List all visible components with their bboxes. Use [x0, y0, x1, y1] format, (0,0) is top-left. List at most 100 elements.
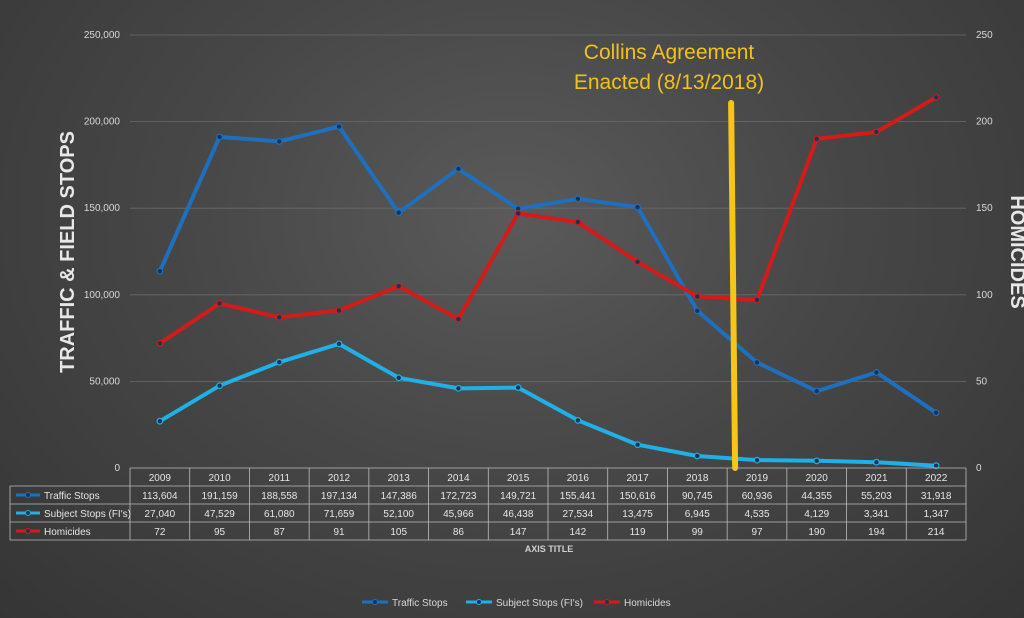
- data-point-homicides: [455, 315, 462, 323]
- data-point-homicides: [275, 313, 283, 321]
- table-row-header: Homicides: [44, 527, 91, 538]
- data-point-homicides: [574, 218, 582, 226]
- data-point-homicides: [932, 93, 940, 101]
- data-label: 55,203: [861, 491, 892, 502]
- category-label: 2019: [746, 473, 769, 484]
- category-label: 2021: [865, 473, 888, 484]
- data-label: 27,534: [563, 509, 594, 520]
- series-markers: [156, 93, 940, 470]
- left-tick-label: 250,000: [84, 30, 121, 41]
- x-axis-title: AXIS TITLE: [525, 544, 574, 554]
- data-label: 4,129: [804, 509, 829, 520]
- data-point-subject-stops-fi-s: [216, 382, 223, 390]
- data-label: 31,918: [921, 491, 952, 502]
- data-label: 191,159: [201, 491, 238, 502]
- data-label: 47,529: [204, 509, 235, 520]
- data-point-traffic-stops: [873, 368, 880, 376]
- category-label: 2009: [149, 473, 172, 484]
- data-label: 147,386: [381, 491, 418, 502]
- left-tick-label: 200,000: [84, 117, 121, 128]
- right-tick-label: 50: [976, 376, 988, 387]
- data-label: 99: [692, 527, 704, 538]
- data-point-traffic-stops: [634, 203, 641, 211]
- data-point-homicides: [634, 258, 641, 266]
- data-point-traffic-stops: [813, 387, 821, 395]
- annotation-text-line1: Collins Agreement: [584, 41, 755, 64]
- data-point-traffic-stops: [574, 195, 582, 203]
- data-point-subject-stops-fi-s: [753, 456, 761, 464]
- data-label: 147: [510, 527, 527, 538]
- data-point-subject-stops-fi-s: [693, 452, 701, 460]
- series-line-subject-stops-fi-s: [157, 341, 939, 468]
- data-point-homicides: [813, 135, 821, 143]
- data-point-subject-stops-fi-s: [335, 340, 343, 348]
- annotation-line: [728, 100, 739, 471]
- data-label: 190: [808, 527, 825, 538]
- series-line-homicides: [157, 95, 939, 346]
- data-point-subject-stops-fi-s: [873, 458, 880, 466]
- data-point-subject-stops-fi-s: [275, 358, 283, 366]
- data-label: 194: [868, 527, 885, 538]
- data-point-homicides: [753, 296, 761, 304]
- data-point-subject-stops-fi-s: [514, 384, 522, 391]
- data-point-homicides: [693, 293, 701, 300]
- annotation: Collins Agreement Enacted (8/13/2018): [574, 41, 764, 471]
- data-label: 197,134: [321, 491, 358, 502]
- category-label: 2016: [567, 473, 590, 484]
- data-point-subject-stops-fi-s: [395, 374, 403, 382]
- category-label: 2020: [806, 473, 829, 484]
- right-tick-label: 200: [976, 117, 993, 128]
- data-label: 155,441: [560, 491, 597, 502]
- data-label: 105: [390, 527, 407, 538]
- legend-marker: [476, 599, 482, 605]
- data-point-homicides: [216, 300, 223, 307]
- data-label: 87: [274, 527, 286, 538]
- left-axis-ticks: 0 50,000 100,000 150,000 200,000 250,000: [84, 30, 121, 474]
- data-point-homicides: [395, 282, 403, 290]
- category-label: 2017: [626, 473, 649, 484]
- right-axis-ticks: 0 50 100 150 200 250: [976, 30, 993, 474]
- data-point-subject-stops-fi-s: [813, 457, 821, 465]
- data-label: 61,080: [264, 509, 295, 520]
- legend-marker: [372, 599, 378, 605]
- data-point-homicides: [514, 209, 522, 217]
- data-table: 2009 2010 2011 2012 2013 2014 2015 2016 2017 2018…: [9, 467, 967, 541]
- data-point-traffic-stops: [753, 359, 761, 366]
- data-point-subject-stops-fi-s: [156, 417, 164, 425]
- data-point-homicides: [873, 128, 880, 136]
- table-legend-marker: [25, 510, 31, 516]
- annotation-text-line2: Enacted (8/13/2018): [574, 71, 764, 94]
- data-point-traffic-stops: [693, 307, 701, 315]
- data-point-homicides: [335, 306, 343, 314]
- data-label: 91: [333, 527, 345, 538]
- data-label: 90,745: [682, 491, 713, 502]
- data-label: 86: [453, 527, 465, 538]
- data-label: 52,100: [383, 509, 414, 520]
- data-label: 46,438: [503, 509, 534, 520]
- data-label: 149,721: [500, 491, 537, 502]
- data-label: 172,723: [440, 491, 477, 502]
- table-legend-marker: [25, 492, 31, 498]
- data-label: 13,475: [622, 509, 653, 520]
- data-label: 97: [751, 527, 763, 538]
- data-label: 214: [928, 527, 945, 538]
- data-label: 44,355: [801, 491, 832, 502]
- left-tick-label: 50,000: [89, 376, 120, 387]
- legend: Traffic Stops Subject Stops (FI's) Homicid…: [362, 598, 671, 609]
- table-row-header: Subject Stops (FI's): [44, 509, 131, 520]
- right-axis-title: HOMICIDES: [1006, 195, 1024, 308]
- data-label: 4,535: [744, 509, 769, 520]
- legend-marker: [604, 599, 610, 605]
- data-label: 119: [630, 527, 646, 538]
- series-line-traffic-stops: [157, 124, 939, 415]
- data-point-traffic-stops: [932, 409, 940, 417]
- category-label: 2013: [388, 473, 411, 484]
- data-label: 72: [154, 527, 166, 538]
- left-axis-title: TRAFFIC & FIELD STOPS: [57, 131, 79, 373]
- category-label: 2018: [686, 473, 709, 484]
- data-label: 142: [570, 527, 587, 538]
- data-point-traffic-stops: [156, 267, 164, 275]
- data-point-traffic-stops: [395, 209, 403, 217]
- table-legend-marker: [25, 528, 31, 534]
- data-point-subject-stops-fi-s: [932, 462, 940, 470]
